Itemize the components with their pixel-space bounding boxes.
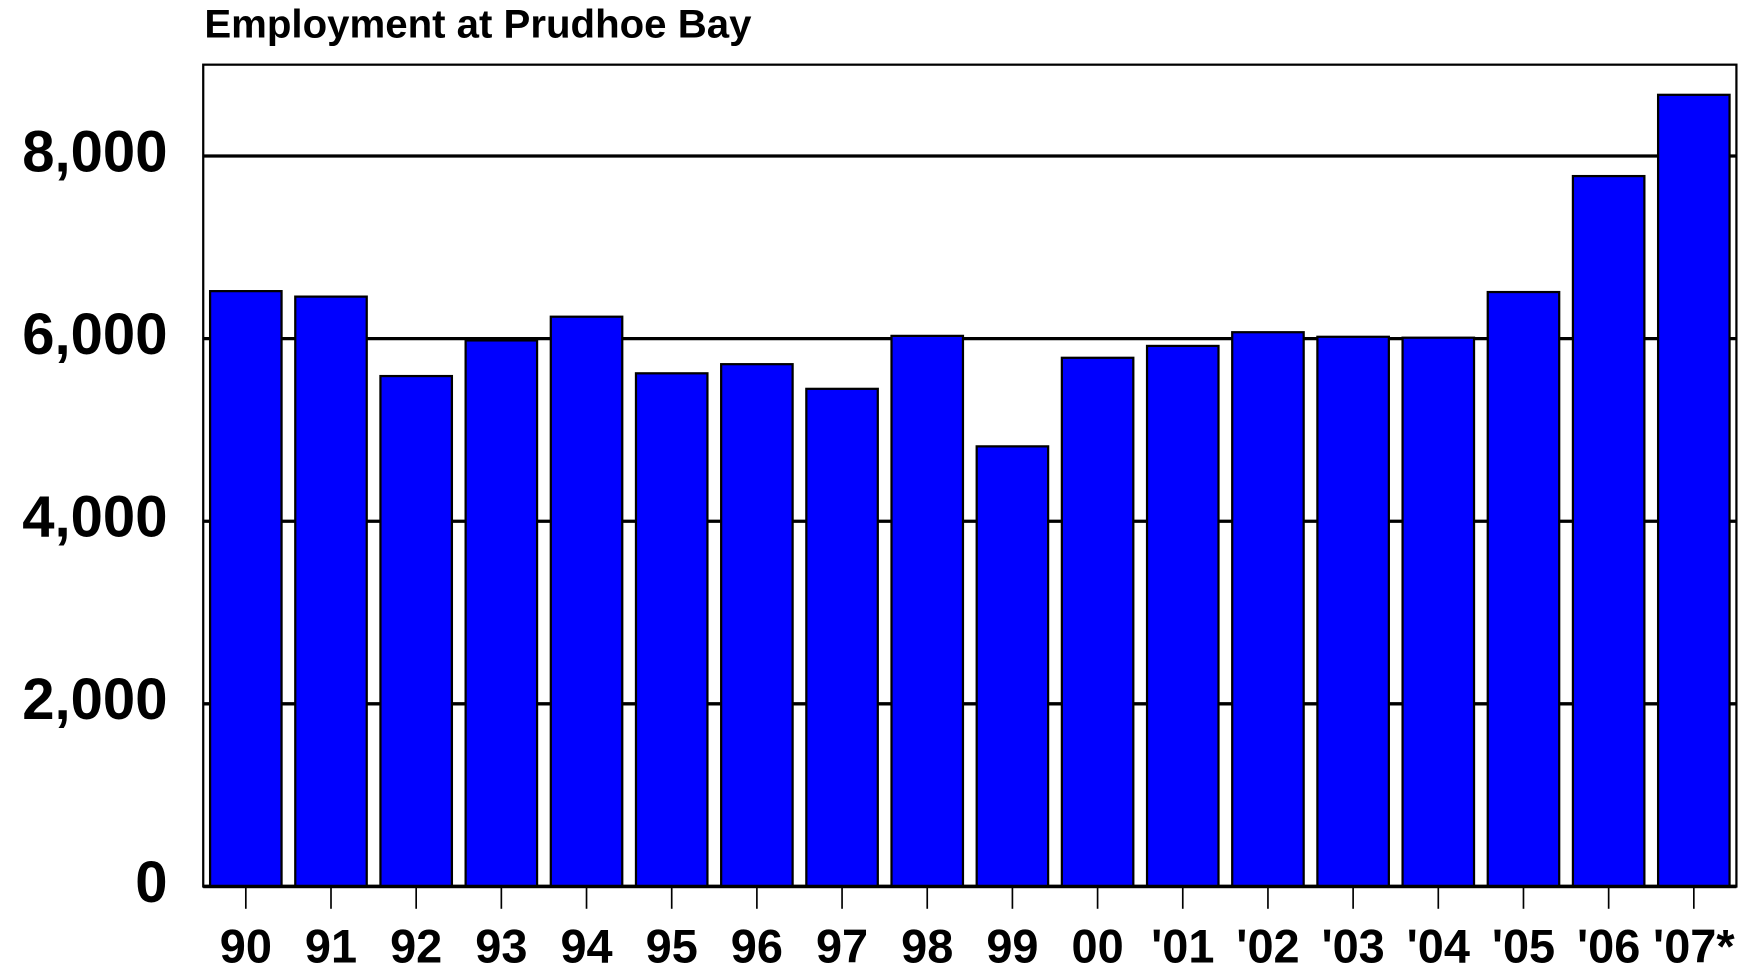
bar — [1571, 174, 1646, 888]
x-tick-label: 97 — [816, 920, 868, 969]
x-tick-label: '05 — [1492, 920, 1555, 969]
x-tick-label: 98 — [901, 920, 953, 969]
bar — [1145, 344, 1220, 888]
y-tick-label: 0 — [135, 850, 167, 915]
y-tick-label: 2,000 — [22, 667, 167, 732]
bar — [1060, 356, 1135, 888]
y-tick-label: 8,000 — [22, 119, 167, 184]
chart-title: Employment at Prudhoe Bay — [204, 1, 752, 46]
bar — [1231, 331, 1305, 888]
x-tick-label: '02 — [1236, 920, 1299, 969]
x-tick-label: 00 — [1072, 920, 1124, 969]
bar — [379, 374, 454, 888]
x-tick-label: 99 — [986, 920, 1038, 969]
bar — [634, 372, 709, 888]
bar — [890, 334, 965, 888]
bar — [975, 445, 1050, 888]
bar — [294, 295, 368, 888]
x-tick-label: 96 — [731, 920, 783, 969]
x-tick-label: 95 — [646, 920, 698, 969]
x-tick-label: 91 — [305, 920, 357, 969]
x-tick-label: 93 — [475, 920, 527, 969]
bar — [1316, 335, 1390, 888]
x-tick-label: '03 — [1321, 920, 1384, 969]
x-tick-label: 90 — [220, 920, 272, 969]
y-tick-label: 6,000 — [22, 302, 167, 367]
x-tick-label: '01 — [1151, 920, 1214, 969]
bar — [720, 363, 794, 888]
bar — [1401, 336, 1476, 888]
x-tick-label: 94 — [560, 920, 612, 969]
x-tick-label: 92 — [390, 920, 442, 969]
bar — [208, 290, 283, 888]
bar — [1656, 93, 1731, 888]
y-tick-label: 4,000 — [22, 485, 167, 550]
x-tick-label: '06 — [1577, 920, 1640, 969]
bar — [1486, 290, 1561, 888]
bar — [549, 315, 624, 888]
x-tick-label: '04 — [1407, 920, 1470, 969]
bar — [805, 387, 879, 888]
bar — [464, 339, 539, 888]
x-tick-label: '07* — [1653, 920, 1735, 969]
